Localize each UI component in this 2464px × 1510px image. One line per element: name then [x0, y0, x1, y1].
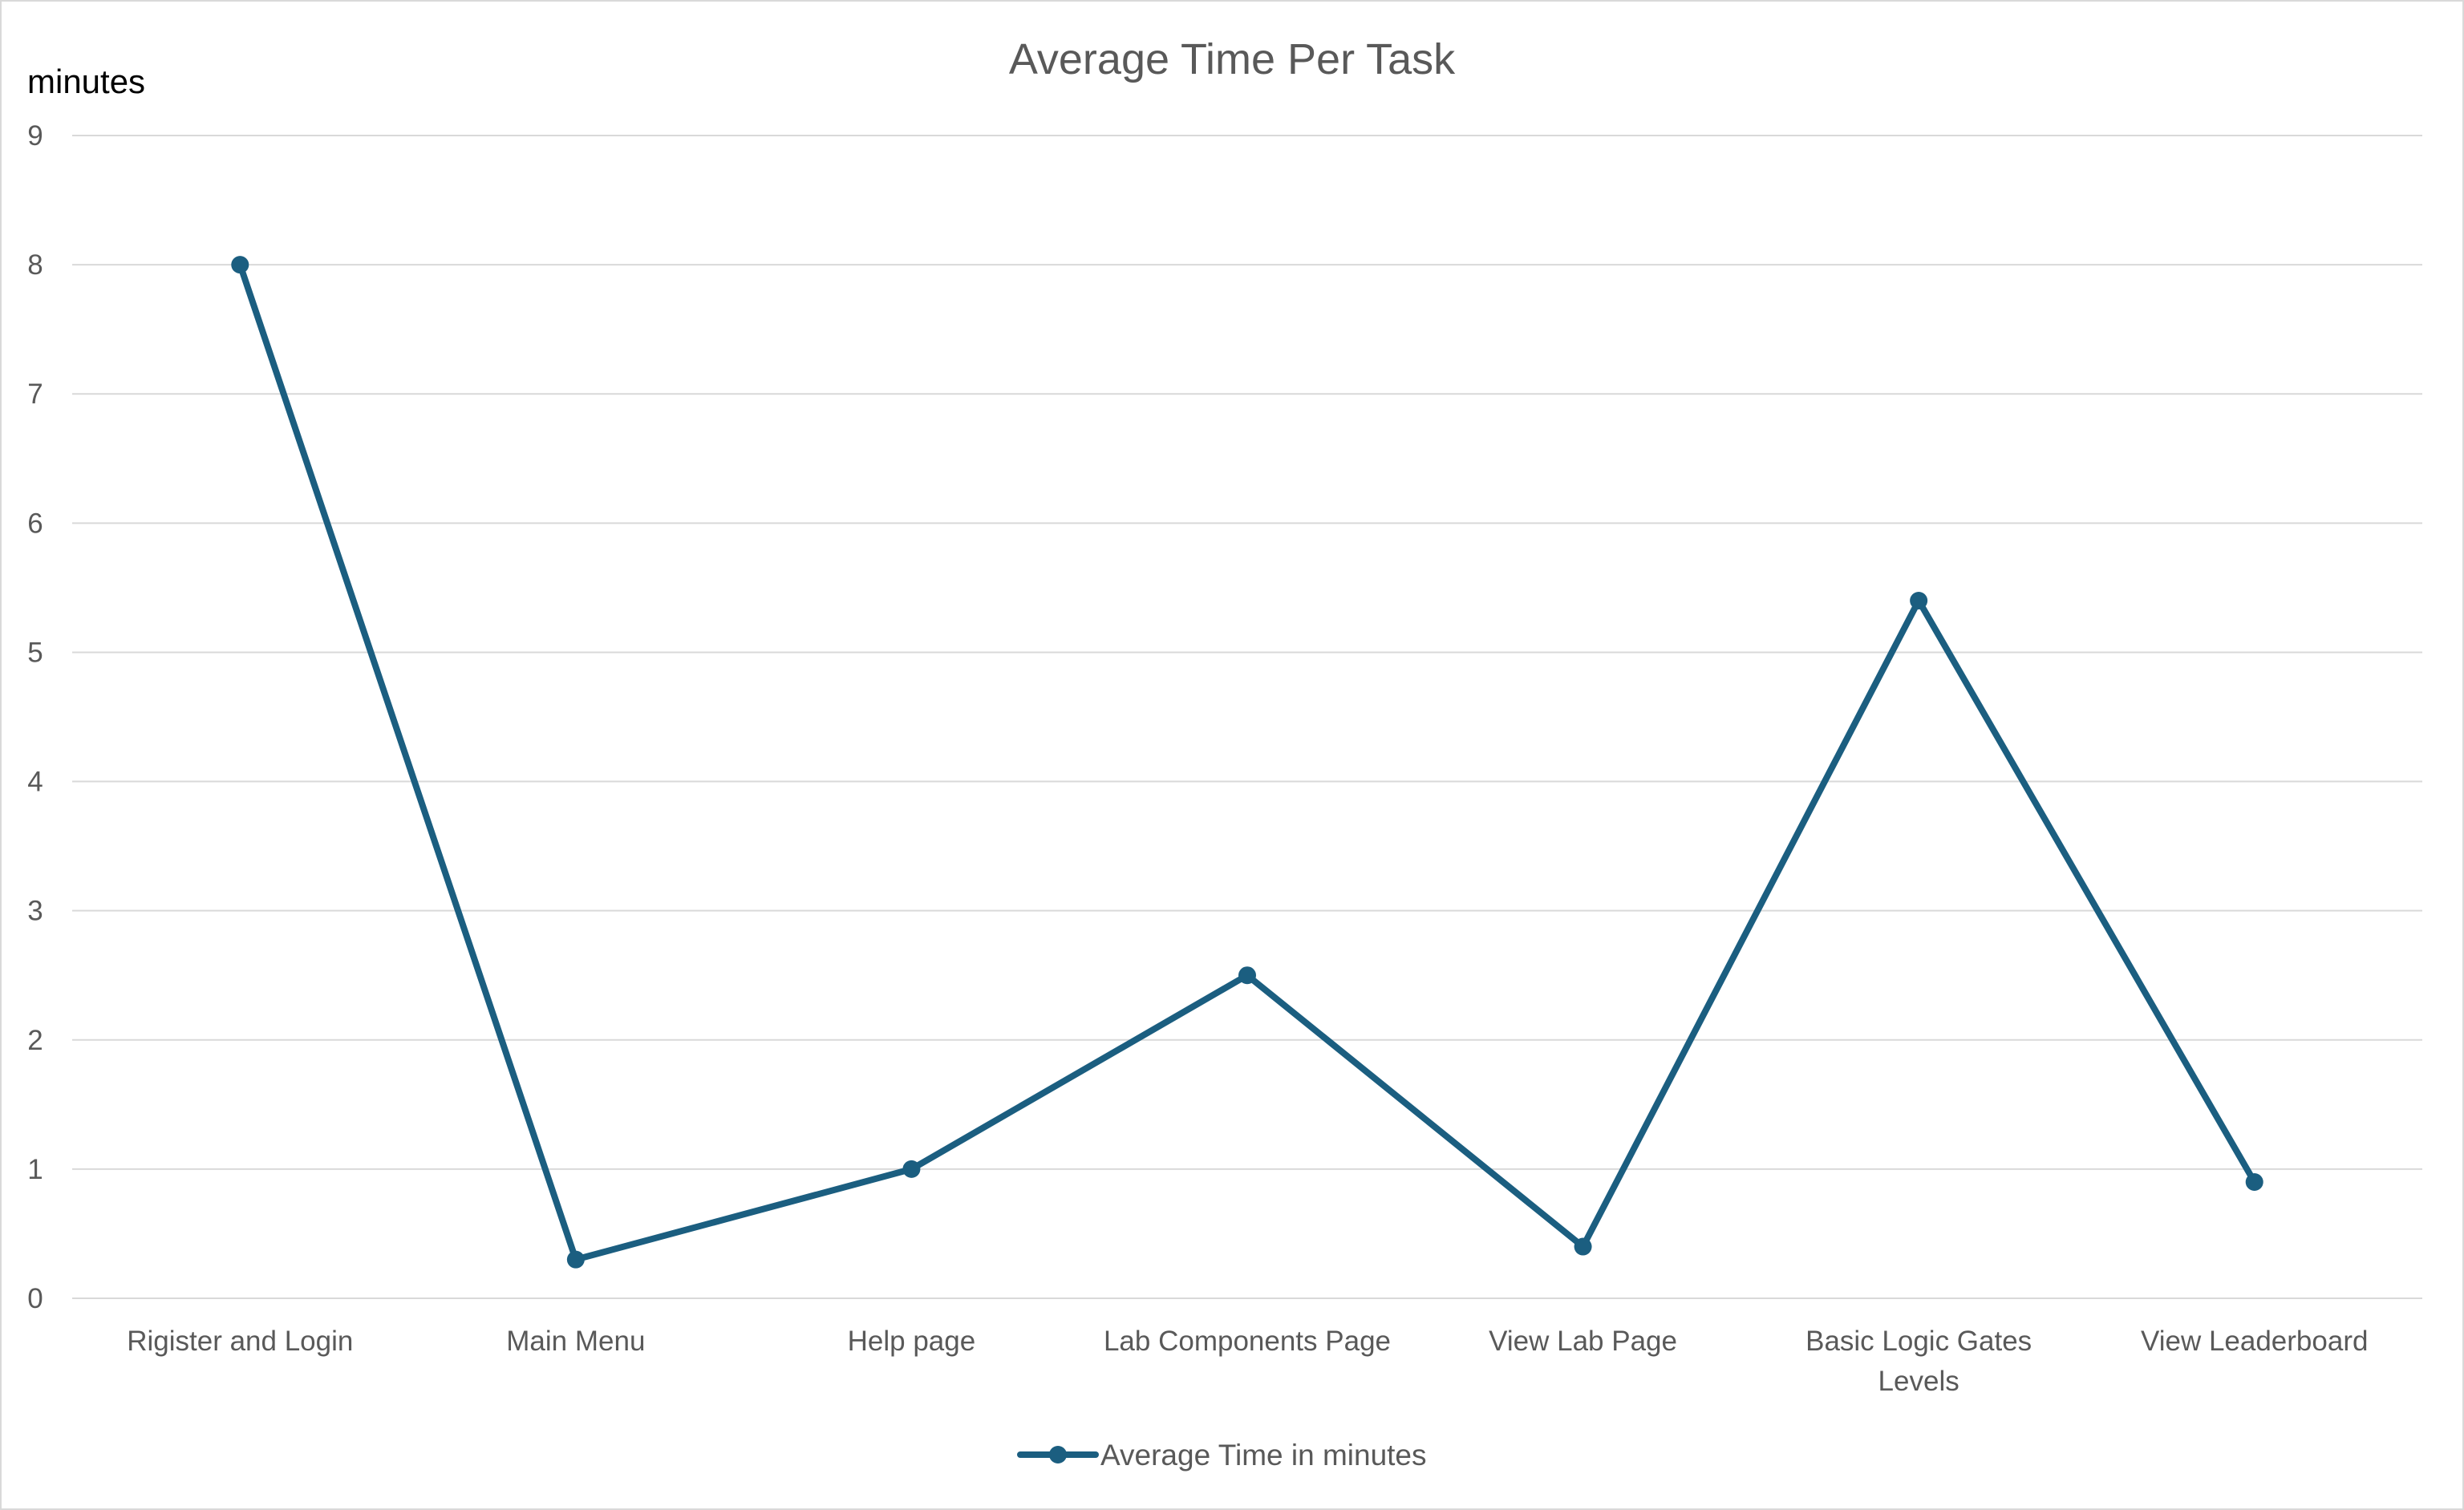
y-axis-unit-label: minutes	[27, 63, 145, 100]
y-tick-label: 2	[27, 1025, 43, 1056]
series-group	[231, 256, 2263, 1269]
x-tick-label: View Leaderboard	[2141, 1326, 2368, 1357]
y-tick-label: 3	[27, 896, 43, 927]
legend-label: Average Time in minutes	[1100, 1439, 1427, 1472]
data-point	[566, 1250, 585, 1269]
x-tick-label: Help page	[848, 1326, 976, 1357]
chart-title: Average Time Per Task	[1009, 35, 1456, 83]
data-point	[231, 256, 249, 274]
x-tick-label: Lab Components Page	[1104, 1326, 1391, 1357]
y-tick-label: 0	[27, 1283, 43, 1314]
legend: Average Time in minutes	[1017, 1439, 1427, 1472]
x-tick-label: Rigister and Login	[127, 1326, 353, 1357]
data-point	[902, 1160, 921, 1178]
data-point	[2245, 1173, 2263, 1191]
data-point	[1910, 592, 1928, 609]
x-tick-label: View Lab Page	[1489, 1326, 1677, 1357]
y-tick-label: 1	[27, 1154, 43, 1185]
x-axis-ticks: Rigister and Login Main Menu Help page Lab …	[127, 1326, 2368, 1397]
y-tick-label: 7	[27, 379, 43, 410]
y-tick-label: 4	[27, 767, 43, 798]
series-line	[237, 261, 2258, 1263]
legend-marker-swatch	[1049, 1446, 1067, 1463]
y-tick-label: 5	[27, 637, 43, 668]
data-point	[1574, 1237, 1592, 1256]
x-tick-label: Basic Logic Gates Levels	[1805, 1326, 2032, 1397]
gridlines	[72, 135, 2422, 1299]
data-point	[1238, 966, 1256, 985]
y-tick-label: 6	[27, 508, 43, 539]
y-tick-label: 9	[27, 120, 43, 152]
y-tick-label: 8	[27, 249, 43, 281]
y-axis-ticks: 0 1 2 3 4 5 6 7 8 9	[27, 120, 43, 1314]
x-tick-label: Main Menu	[506, 1326, 645, 1357]
